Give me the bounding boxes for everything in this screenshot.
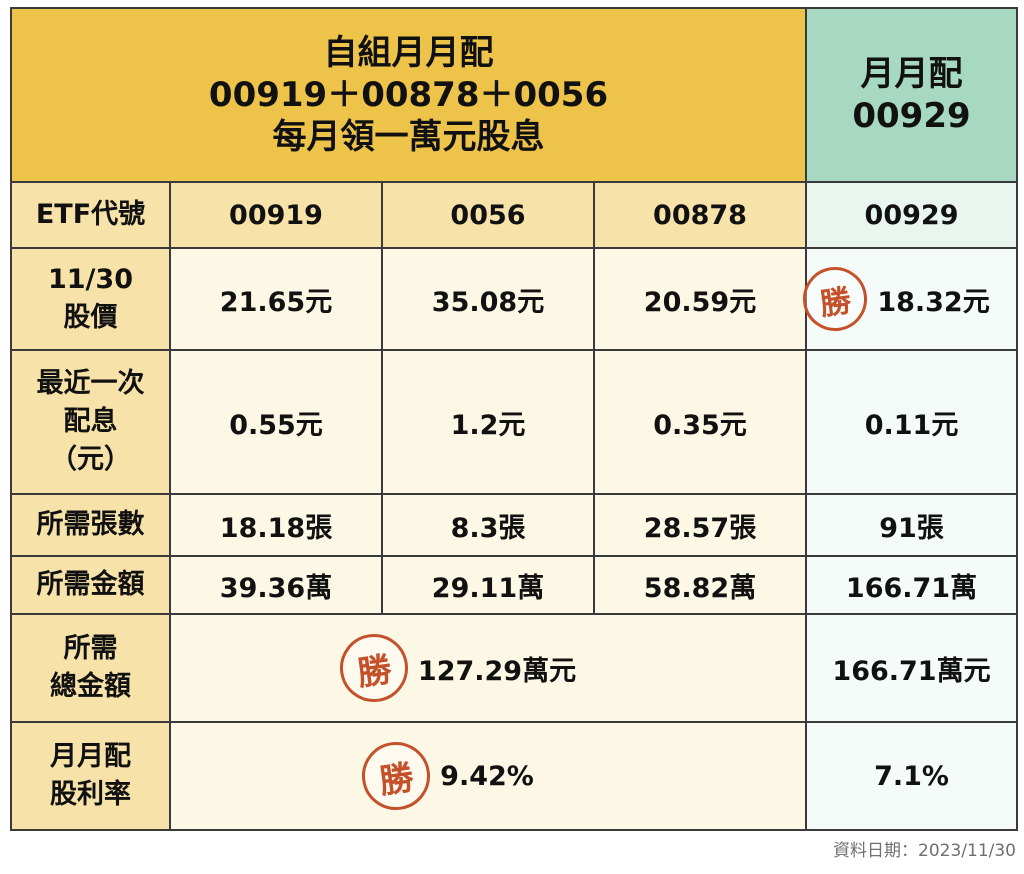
amount-00878: 58.82萬 <box>592 555 808 615</box>
win-stamp-icon: 勝 <box>799 262 872 336</box>
amount-0056: 29.11萬 <box>381 555 595 615</box>
code-0056: 0056 <box>381 181 595 249</box>
header-combo-subtitle: 每月領一萬元股息 <box>272 117 545 157</box>
lots-0056: 8.3張 <box>381 493 595 557</box>
dividend-00929: 0.11元 <box>805 349 1019 495</box>
price-00878: 20.59元 <box>592 247 808 351</box>
table-row-total: 所需 總金額 勝 127.29萬元 166.71萬元 <box>10 613 1019 723</box>
dividend-00919: 0.55元 <box>169 349 383 495</box>
price-00919: 21.65元 <box>169 247 383 351</box>
table-row-yield: 月月配 股利率 勝 9.42% 7.1% <box>10 721 1019 831</box>
header-row: 自組月月配 00919＋00878＋0056 每月領一萬元股息 月月配 0092… <box>9 7 1019 183</box>
yield-combo: 勝 9.42% <box>168 721 808 831</box>
price-00929-value: 18.32元 <box>877 286 990 318</box>
code-00919: 00919 <box>169 181 383 249</box>
code-00878: 00878 <box>592 181 808 249</box>
total-00929: 166.71萬元 <box>805 613 1019 723</box>
table-row-amount: 所需金額 39.36萬 29.11萬 58.82萬 166.71萬 <box>10 555 1019 615</box>
lots-00929: 91張 <box>805 493 1019 557</box>
dividend-0056: 1.2元 <box>381 349 595 495</box>
amount-00929: 166.71萬 <box>805 555 1019 615</box>
table-row-price: 11/30 股價 21.65元 35.08元 20.59元 勝 18.32元 <box>10 247 1019 351</box>
row-label-yield: 月月配 股利率 <box>10 721 171 831</box>
header-single-title: 月月配 <box>860 54 963 94</box>
row-label-dividend: 最近一次 配息 （元） <box>10 349 171 495</box>
total-combo-value: 127.29萬元 <box>417 655 577 687</box>
total-combo: 勝 127.29萬元 <box>168 613 808 723</box>
table-row-lots: 所需張數 18.18張 8.3張 28.57張 91張 <box>10 493 1019 557</box>
row-label-amount: 所需金額 <box>10 555 171 615</box>
price-0056: 35.08元 <box>381 247 595 351</box>
code-00929: 00929 <box>805 181 1019 249</box>
amount-00919: 39.36萬 <box>169 555 383 615</box>
row-label-price: 11/30 股價 <box>10 247 171 351</box>
win-stamp-icon: 勝 <box>335 629 413 707</box>
lots-00919: 18.18張 <box>169 493 383 557</box>
comparison-table: 自組月月配 00919＋00878＋0056 每月領一萬元股息 月月配 0092… <box>9 7 1019 831</box>
win-stamp-icon: 勝 <box>357 737 435 815</box>
yield-combo-value: 9.42% <box>440 760 534 792</box>
header-single: 月月配 00929 <box>805 7 1019 183</box>
header-combo-title: 自組月月配 <box>323 33 494 73</box>
lots-00878: 28.57張 <box>592 493 808 557</box>
header-combo-etfs: 00919＋00878＋0056 <box>208 75 609 115</box>
row-label-total: 所需 總金額 <box>10 613 171 723</box>
dividend-00878: 0.35元 <box>592 349 808 495</box>
table-row-dividend: 最近一次 配息 （元） 0.55元 1.2元 0.35元 0.11元 <box>10 349 1019 495</box>
row-label-codes: ETF代號 <box>10 181 171 249</box>
header-single-etf: 00929 <box>852 96 971 136</box>
table-row-codes: ETF代號 00919 0056 00878 00929 <box>10 181 1019 249</box>
yield-00929: 7.1% <box>805 721 1019 831</box>
row-label-lots: 所需張數 <box>10 493 171 557</box>
price-00929: 勝 18.32元 <box>799 247 1019 351</box>
data-date-footer: 資料日期：2023/11/30 <box>833 841 1016 861</box>
header-combo: 自組月月配 00919＋00878＋0056 每月領一萬元股息 <box>9 7 808 183</box>
